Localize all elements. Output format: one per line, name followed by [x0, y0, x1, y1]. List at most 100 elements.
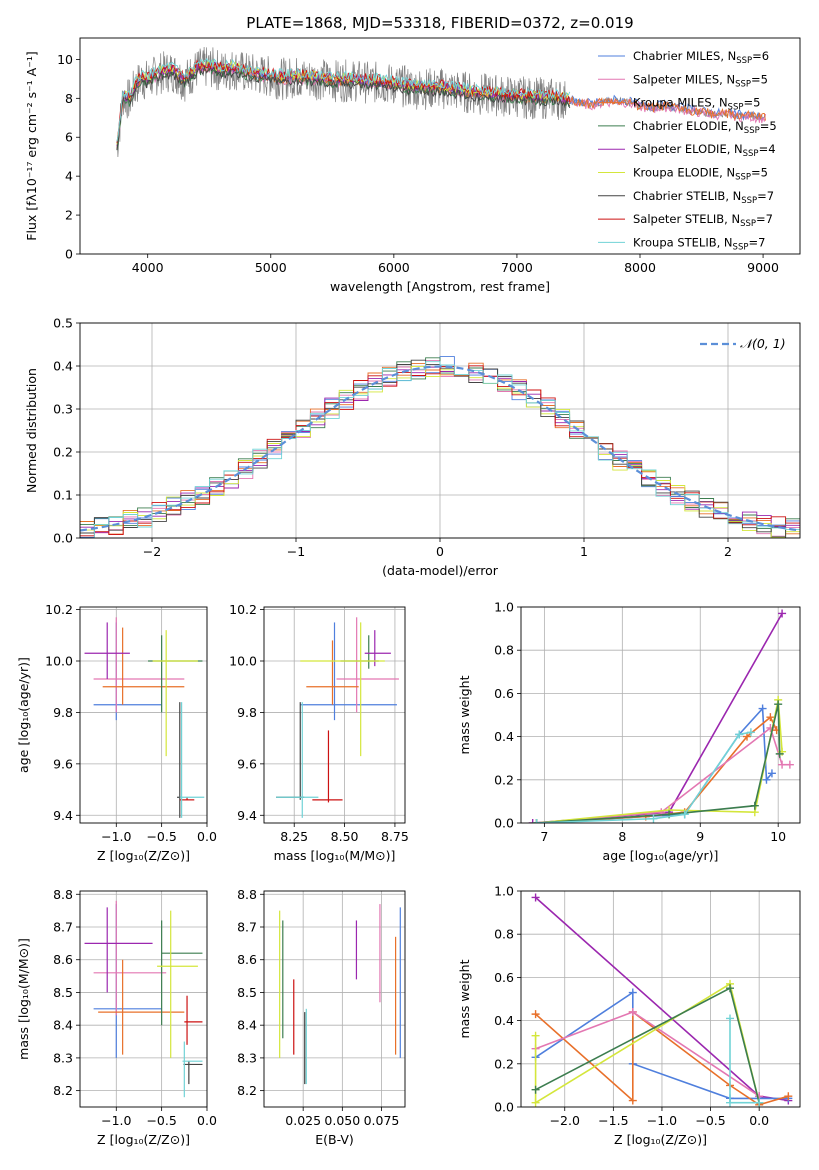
- x-tick-label: 0.0: [197, 1113, 217, 1128]
- y-tick-label: 0.0: [53, 531, 73, 546]
- weight-vs-age-frame: [520, 606, 801, 824]
- mass-vs-Z-frame: [79, 890, 208, 1108]
- residuals-frame: [79, 322, 801, 539]
- y-tick-label: 8.5: [237, 985, 257, 1000]
- age-vs-Z-plot-area: [84, 617, 205, 818]
- y-tick-label: 10.2: [229, 602, 257, 617]
- weight-vs-Z-frame: [520, 890, 801, 1108]
- x-tick-label: −1: [287, 544, 305, 559]
- y-tick-label: 10.2: [45, 602, 73, 617]
- y-tick-label: 10.0: [45, 654, 73, 669]
- x-tick-label: 4000: [132, 260, 164, 275]
- weight-marker-6-4: [746, 728, 755, 737]
- x-tick-label: 7000: [501, 260, 533, 275]
- x-tick-label: −0.5: [146, 829, 176, 844]
- x-tick-label: 0.0: [749, 1113, 769, 1128]
- y-tick-label: 4: [65, 169, 73, 184]
- legend-label-7: Salpeter STELIB, NSSP=7: [633, 212, 773, 229]
- x-axis-label: Z [log₁₀(Z/Z⊙)]: [97, 1132, 190, 1147]
- residuals-plot-area: [80, 356, 800, 538]
- weight-marker-6-1: [649, 814, 658, 823]
- weight-line-4: [536, 699, 783, 823]
- weight-marker-3-4: [785, 760, 794, 769]
- weight-line-1: [536, 706, 773, 823]
- x-tick-label: 8000: [624, 260, 656, 275]
- y-axis-label: mass [log₁₀(M/M⊙)]: [16, 938, 31, 1060]
- x-axis-label: wavelength [Angstrom, rest frame]: [330, 279, 550, 294]
- y-tick-label: 0.0: [494, 816, 514, 831]
- y-tick-label: 8.3: [237, 1050, 257, 1065]
- weight-line-2: [535, 1010, 789, 1106]
- mass-vs-EBV-plot-area: [279, 904, 401, 1085]
- weight-marker-3-3: [778, 760, 787, 769]
- x-tick-label: 0.0: [197, 829, 217, 844]
- age-vs-mass-frame: [263, 606, 406, 824]
- legend-count: =7: [757, 189, 774, 203]
- y-tick-label: 8.8: [237, 887, 257, 902]
- weight-line-5: [535, 987, 760, 1103]
- y-axis-label: mass weight: [457, 959, 472, 1038]
- legend-count: =6: [752, 49, 769, 63]
- legend-label-6: Chabrier STELIB, NSSP=7: [633, 189, 774, 206]
- y-tick-label: 8.4: [237, 1018, 257, 1033]
- legend-count: =4: [759, 142, 776, 156]
- y-axis-label: age [log₁₀(age/yr)]: [16, 657, 31, 773]
- age-vs-Z-frame: [79, 606, 208, 824]
- legend-subscript: SSP: [741, 196, 757, 206]
- legend-name: Salpeter MILES, N: [633, 72, 735, 86]
- y-tick-label: 9.6: [53, 756, 73, 771]
- y-tick-label: 8.5: [53, 985, 73, 1000]
- y-tick-label: 0.6: [494, 686, 514, 701]
- legend-label-3: Chabrier ELODIE, NSSP=5: [633, 119, 777, 136]
- legend-name: Salpeter ELODIE, N: [633, 142, 743, 156]
- y-tick-label: 0.3: [53, 402, 73, 417]
- weight-marker-4-0: [531, 1031, 540, 1040]
- weight-line-1: [535, 991, 789, 1100]
- x-tick-label: 6000: [378, 260, 410, 275]
- age-vs-Z-axes: −1.0 −0.5 0.0 9.4 9.6 9.8 10.0 10.2 Z [log₁₀(Z/Z…: [16, 602, 217, 863]
- x-tick-label: −0.5: [146, 1113, 176, 1128]
- weight-marker-0-2: [778, 609, 787, 618]
- x-tick-label: −0.5: [695, 1113, 725, 1128]
- weight-marker-1-6: [767, 769, 776, 778]
- legend-name: Kroupa MILES, N: [633, 96, 728, 110]
- weight-marker-6-2: [680, 810, 689, 819]
- y-tick-label: 0.5: [53, 316, 73, 331]
- x-tick-label: 8.75: [381, 829, 409, 844]
- weight-marker-6-2: [755, 1098, 764, 1107]
- y-tick-label: 8.7: [53, 920, 73, 935]
- x-tick-label: −2: [143, 544, 161, 559]
- legend-subscript: SSP: [740, 219, 756, 229]
- x-tick-label: 8: [618, 829, 626, 844]
- residuals-axes: −2 −1 0 1 2 0.0 0.1 0.2 0.3 0.4 0.5 (data-model)/er…: [24, 316, 800, 578]
- x-tick-label: 7: [540, 829, 548, 844]
- mass-vs-EBV-frame: [263, 890, 406, 1108]
- y-tick-label: 9.8: [237, 705, 257, 720]
- x-tick-label: 0.025: [285, 1113, 321, 1128]
- y-tick-label: 9.8: [53, 705, 73, 720]
- weight-marker-1-1: [628, 988, 637, 997]
- weight-line-5: [536, 704, 781, 823]
- y-tick-label: 0.4: [53, 359, 73, 374]
- x-tick-label: 10: [770, 829, 786, 844]
- x-axis-label: age [log₁₀(age/yr)]: [603, 848, 719, 863]
- histogram-step-8: [80, 361, 800, 538]
- legend-count: =5: [743, 96, 760, 110]
- weight-line-3: [535, 1011, 760, 1097]
- weight-marker-5-1: [726, 984, 735, 993]
- y-tick-label: 8.2: [53, 1083, 73, 1098]
- weight-marker-0-0: [528, 819, 537, 823]
- x-axis-label: Z [log₁₀(Z/Z⊙)]: [97, 848, 190, 863]
- y-tick-label: 0.6: [494, 970, 514, 985]
- model-line-8: [116, 57, 571, 142]
- y-tick-label: 10.0: [229, 654, 257, 669]
- legend-label-1: Salpeter MILES, NSSP=5: [633, 72, 768, 89]
- y-tick-label: 6: [65, 130, 73, 145]
- x-tick-label: 0.075: [364, 1113, 400, 1128]
- legend-label-4: Salpeter ELODIE, NSSP=4: [633, 142, 776, 159]
- weight-vs-Z-plot-area: [531, 893, 793, 1107]
- x-tick-label: −1.0: [101, 1113, 131, 1128]
- x-tick-label: 9000: [747, 260, 779, 275]
